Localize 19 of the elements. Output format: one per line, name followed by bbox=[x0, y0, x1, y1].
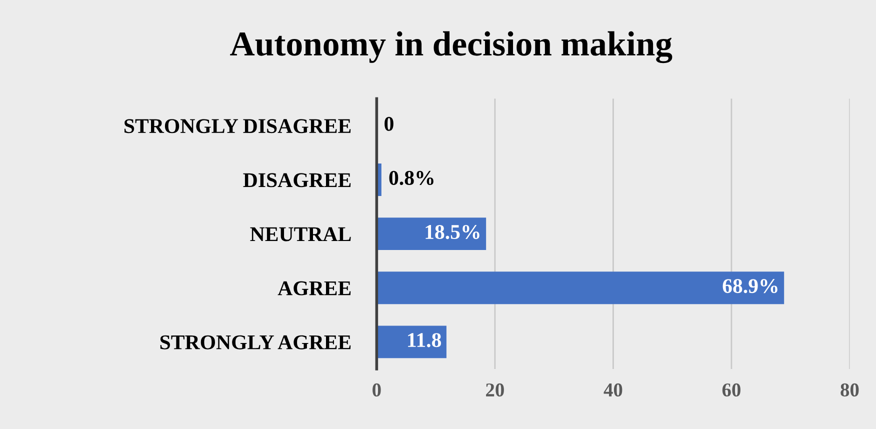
chart-title: Autonomy in decision making bbox=[230, 31, 672, 64]
y-tick-label: DISAGREE bbox=[243, 173, 351, 188]
data-label: 68.9% bbox=[722, 279, 778, 294]
bar bbox=[376, 272, 784, 304]
data-label: 0.8% bbox=[389, 170, 434, 186]
bar bbox=[376, 218, 486, 250]
bar bbox=[376, 326, 446, 358]
y-tick-label: STRONGLY DISAGREE bbox=[124, 119, 351, 134]
x-tick-label: 60 bbox=[722, 383, 740, 397]
data-label: 0 bbox=[384, 116, 394, 131]
y-tick-label: NEUTRAL bbox=[250, 227, 351, 242]
x-tick-label: 20 bbox=[486, 383, 504, 397]
x-tick-label: 80 bbox=[840, 383, 859, 397]
data-label: 18.5% bbox=[426, 224, 480, 240]
y-tick-label: AGREE bbox=[278, 281, 351, 296]
y-tick-label: STRONGLY AGREE bbox=[160, 335, 351, 350]
x-tick-label: 0 bbox=[372, 383, 381, 397]
x-tick-label: 40 bbox=[604, 383, 622, 397]
data-label: 11.8 bbox=[408, 333, 442, 348]
